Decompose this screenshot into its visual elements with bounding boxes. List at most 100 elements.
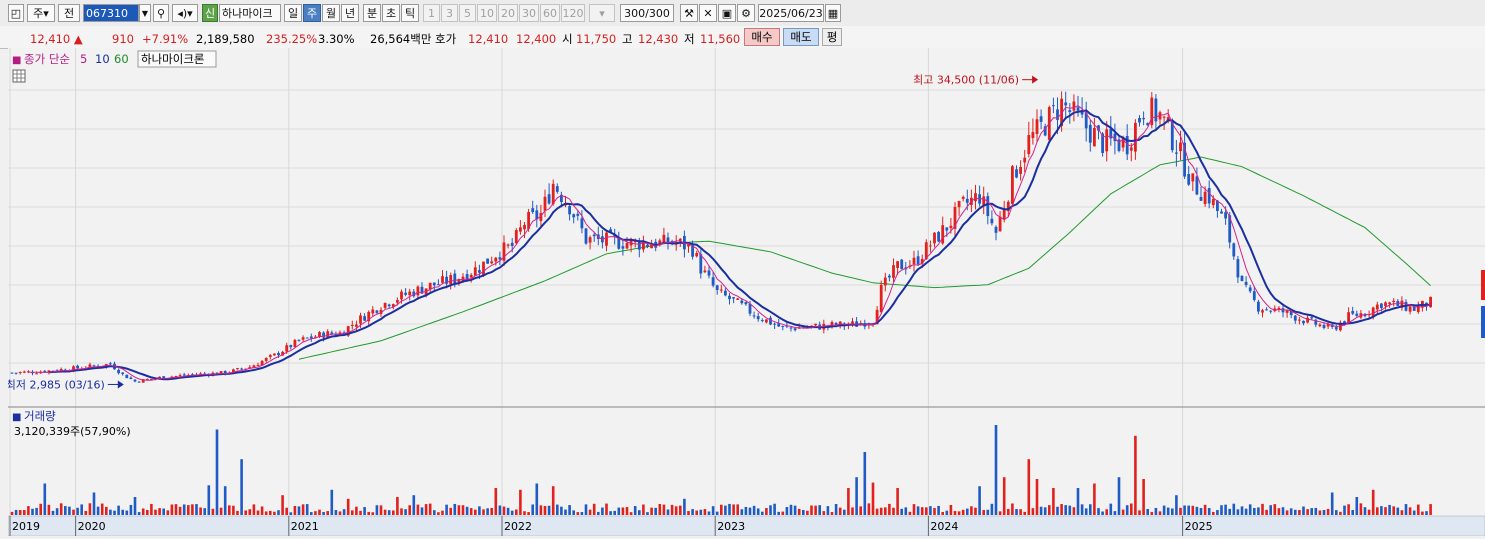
candle-body <box>912 257 916 265</box>
volume-bar <box>674 506 678 515</box>
volume-bar <box>105 506 108 515</box>
save-icon[interactable]: ▣ <box>718 4 736 22</box>
volume-bar <box>925 507 928 515</box>
volume-bar <box>109 509 112 515</box>
stock-code-input[interactable]: 067310 <box>83 4 139 22</box>
tab-yearly[interactable]: 년 <box>341 4 359 22</box>
candle-body <box>883 277 887 286</box>
avg-button[interactable]: 평 <box>822 28 842 46</box>
date-field[interactable]: 2025/06/23 <box>758 4 824 22</box>
volume-bar <box>740 509 744 515</box>
volume-bar <box>1404 504 1408 515</box>
candle-body <box>769 317 772 325</box>
volume-bar <box>847 488 850 515</box>
tab-weekly[interactable]: 주 <box>303 4 321 22</box>
price: 12,410 ▲ <box>30 32 83 46</box>
volume-bar <box>966 508 969 515</box>
legend-name-box[interactable] <box>137 50 217 68</box>
volume-bar <box>1330 492 1334 515</box>
sin-badge[interactable]: 신 <box>202 4 218 22</box>
interval-dropdown[interactable]: ▾ <box>589 4 615 22</box>
tab-second[interactable]: 초 <box>382 4 400 22</box>
interval-60[interactable]: 60 <box>540 4 560 22</box>
candle-body <box>133 379 137 382</box>
candle-body <box>724 290 727 296</box>
volume-bar <box>1031 508 1035 515</box>
candle-body <box>699 254 703 274</box>
candle-body <box>482 261 485 276</box>
legend-stock-name: 하나마이크론 <box>141 52 204 66</box>
tab-monthly[interactable]: 월 <box>322 4 340 22</box>
volume-readout: 3,120,339주(57,90%) <box>14 425 131 438</box>
tab-minute[interactable]: 분 <box>363 4 381 22</box>
candle-body <box>994 226 998 233</box>
ma5-polyline <box>28 105 1431 381</box>
interval-120[interactable]: 120 <box>561 4 585 22</box>
candle-body <box>555 186 559 192</box>
stock-chart[interactable]: ■ 종가 단순 5 10 60 하나마이크론 최고 34,500 (11/06)… <box>6 48 1485 537</box>
search-icon[interactable]: ⚲ <box>153 4 169 22</box>
candle-body <box>781 325 785 327</box>
sell-button[interactable]: 매도 <box>783 28 819 46</box>
volume-bar <box>929 506 932 515</box>
volume-bar <box>433 510 436 515</box>
candle-body <box>141 379 145 383</box>
volume-bar <box>1097 508 1100 515</box>
volume-bar <box>158 508 161 515</box>
volume-bar <box>884 507 887 515</box>
candle-body <box>1129 147 1133 151</box>
volume-bar <box>1166 507 1170 515</box>
candle-body <box>150 378 153 380</box>
candle-body <box>277 353 280 356</box>
table-icon[interactable] <box>12 69 26 83</box>
candle-body <box>1429 296 1432 308</box>
low-price: 11,560 <box>700 32 741 46</box>
candle-body <box>953 206 957 229</box>
candle-body <box>445 276 448 284</box>
volume-bar <box>1035 479 1039 515</box>
crosshair-icon[interactable]: ✕ <box>699 4 717 22</box>
candle-body <box>1310 317 1314 319</box>
candle-body <box>162 376 166 379</box>
volume-bar <box>1183 505 1186 515</box>
volume-bar <box>412 495 416 515</box>
calendar-icon[interactable]: ▦ <box>825 4 841 22</box>
volume-bar <box>1101 511 1104 515</box>
volume-bar <box>506 507 510 515</box>
gear-icon[interactable]: ⚙ <box>737 4 755 22</box>
volume-bar <box>769 505 772 515</box>
volume-bar <box>408 505 411 515</box>
candle-body <box>1220 211 1223 214</box>
candle-body <box>158 376 161 379</box>
volume-bar <box>1023 511 1026 515</box>
interval-5[interactable]: 5 <box>459 4 476 22</box>
count-field[interactable]: 300/300 <box>620 4 674 22</box>
tab-tick[interactable]: 틱 <box>401 4 419 22</box>
candle-body <box>457 279 461 283</box>
legend-square-icon: ■ <box>12 55 21 66</box>
candle-body <box>1162 116 1166 118</box>
tab-daily[interactable]: 일 <box>284 4 302 22</box>
interval-30[interactable]: 30 <box>519 4 539 22</box>
speaker-icon[interactable]: ◂)▾ <box>172 4 198 22</box>
stock-name-field[interactable]: 하나마이크 <box>219 4 281 22</box>
volume-bar <box>720 504 723 515</box>
code-dropdown-icon[interactable]: ▼ <box>139 4 151 22</box>
interval-1[interactable]: 1 <box>423 4 440 22</box>
volume-bar <box>793 505 797 515</box>
volume-bar <box>1064 505 1067 515</box>
candle-body <box>1392 300 1396 303</box>
window-toggle-icon[interactable]: ◰ <box>8 4 24 22</box>
period-mode-select[interactable]: 주 ▾ <box>27 4 55 22</box>
interval-20[interactable]: 20 <box>498 4 518 22</box>
volume-bar <box>1207 508 1211 515</box>
prev-button[interactable]: 전 <box>58 4 80 22</box>
buy-button[interactable]: 매수 <box>744 28 780 46</box>
interval-3[interactable]: 3 <box>441 4 458 22</box>
interval-10[interactable]: 10 <box>477 4 497 22</box>
volume-bar <box>679 505 682 515</box>
settings-icon[interactable]: ⚒ <box>680 4 698 22</box>
candle-body <box>756 316 760 320</box>
candle-body <box>449 275 453 285</box>
volume-bar <box>1117 477 1121 515</box>
